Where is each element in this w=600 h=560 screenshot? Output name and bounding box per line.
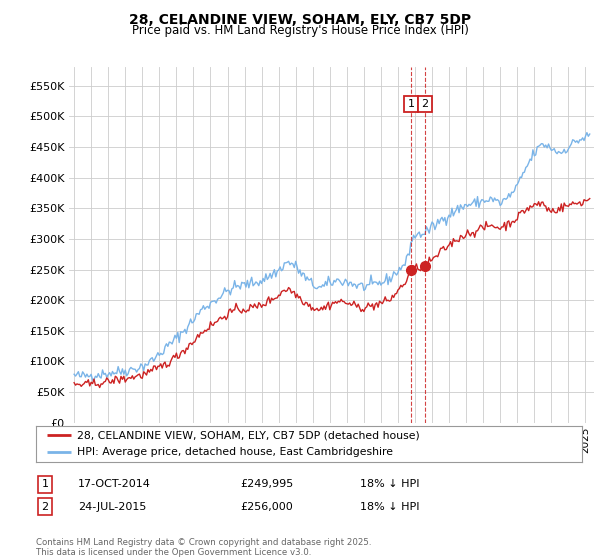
Text: 2: 2: [421, 99, 428, 109]
Text: 18% ↓ HPI: 18% ↓ HPI: [360, 502, 419, 512]
Text: 17-OCT-2014: 17-OCT-2014: [78, 479, 151, 489]
Text: £249,995: £249,995: [240, 479, 293, 489]
Text: 1: 1: [41, 479, 49, 489]
Text: Contains HM Land Registry data © Crown copyright and database right 2025.
This d: Contains HM Land Registry data © Crown c…: [36, 538, 371, 557]
Text: HPI: Average price, detached house, East Cambridgeshire: HPI: Average price, detached house, East…: [77, 447, 393, 457]
Text: 28, CELANDINE VIEW, SOHAM, ELY, CB7 5DP: 28, CELANDINE VIEW, SOHAM, ELY, CB7 5DP: [129, 13, 471, 27]
Text: 28, CELANDINE VIEW, SOHAM, ELY, CB7 5DP (detached house): 28, CELANDINE VIEW, SOHAM, ELY, CB7 5DP …: [77, 431, 420, 440]
Text: 1: 1: [407, 99, 415, 109]
Text: 18% ↓ HPI: 18% ↓ HPI: [360, 479, 419, 489]
Text: £256,000: £256,000: [240, 502, 293, 512]
Text: 2: 2: [41, 502, 49, 512]
Text: Price paid vs. HM Land Registry's House Price Index (HPI): Price paid vs. HM Land Registry's House …: [131, 24, 469, 38]
Text: 24-JUL-2015: 24-JUL-2015: [78, 502, 146, 512]
